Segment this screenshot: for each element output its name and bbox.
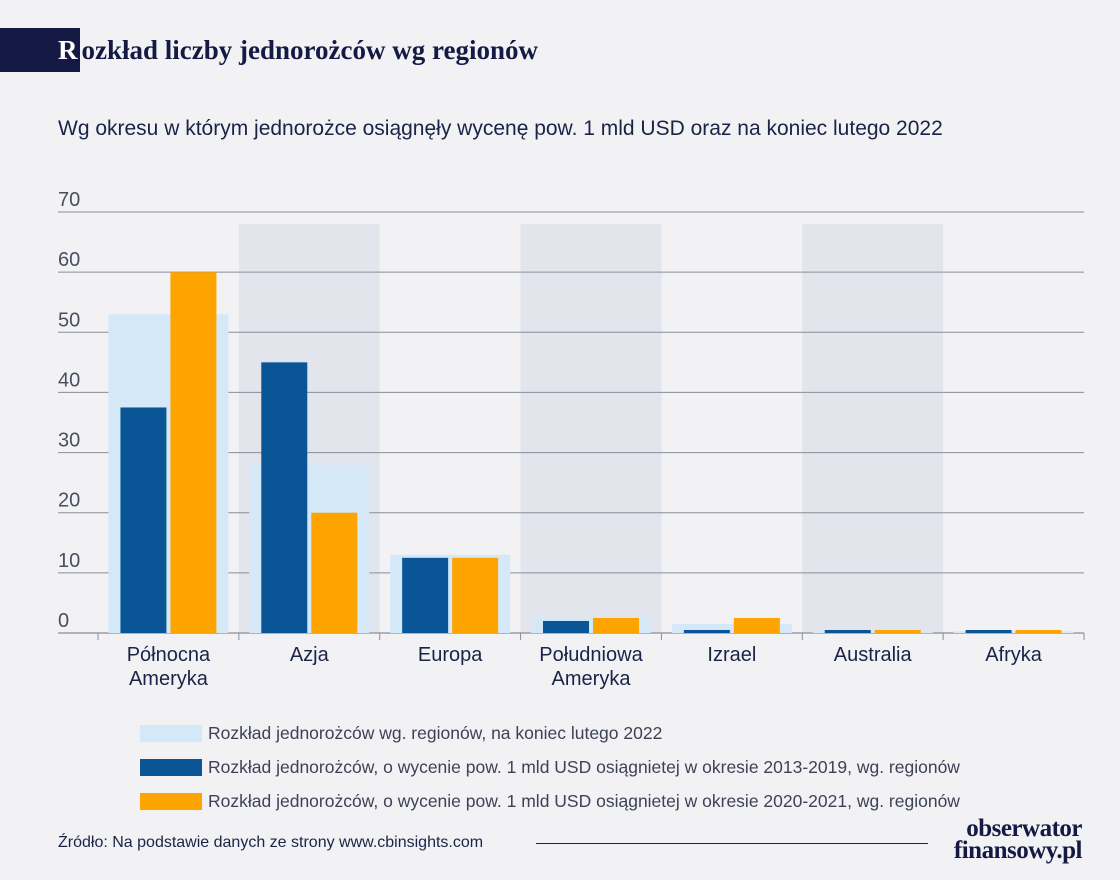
bar-2013-2019 [824, 629, 871, 633]
legend-item-2020-2021: Rozkład jednorożców, o wycenie pow. 1 ml… [140, 784, 960, 818]
x-category-label-line: Północna [127, 644, 211, 666]
bar-2020-2021 [170, 272, 217, 633]
x-category-label: Australia [834, 644, 913, 666]
title-accent-bar [0, 28, 62, 72]
chart-legend: Rozkład jednorożców wg. regionów, na kon… [140, 716, 960, 818]
legend-label-total: Rozkład jednorożców wg. regionów, na kon… [208, 722, 663, 743]
x-category-label: Południowa Ameryka [539, 644, 643, 690]
x-category-label: Europa [418, 644, 483, 666]
y-tick-label: 60 [58, 249, 80, 271]
logo-line-1: obserwator [966, 815, 1082, 842]
title-first-letter: R [58, 28, 80, 72]
x-category-label: Północna Ameryka [127, 644, 211, 690]
category-band [520, 224, 662, 633]
bar-2013-2019 [261, 362, 308, 633]
legend-label-2013-2019: Rozkład jednorożców, o wycenie pow. 1 ml… [208, 756, 960, 777]
bar-total [812, 631, 933, 633]
x-category-label: Izrael [707, 644, 756, 666]
y-tick-label: 40 [58, 369, 80, 391]
logo-line-2: finansowy.pl [953, 837, 1083, 864]
y-tick-label: 0 [58, 610, 69, 632]
legend-item-total: Rozkład jednorożców wg. regionów, na kon… [140, 716, 960, 750]
category-band [802, 224, 944, 633]
y-tick-label: 70 [58, 189, 80, 211]
x-category-label: Afryka [985, 644, 1043, 666]
legend-swatch-total [140, 724, 202, 742]
bar-2013-2019 [120, 407, 167, 633]
source-note: Źródło: Na podstawie danych ze strony ww… [58, 834, 484, 851]
bar-2013-2019 [543, 620, 589, 633]
bar-2013-2019 [683, 629, 730, 633]
legend-item-2013-2019: Rozkład jednorożców, o wycenie pow. 1 ml… [140, 750, 960, 784]
bar-2013-2019 [965, 629, 1012, 633]
publisher-logo: obserwator finansowy.pl [953, 815, 1083, 864]
legend-swatch-2013-2019 [140, 758, 202, 776]
title-block [0, 28, 62, 72]
x-category-label-line: Południowa [539, 644, 643, 666]
x-category-label-line: Azja [290, 644, 330, 666]
y-tick-label: 10 [58, 550, 80, 572]
x-category-label: Azja [290, 644, 330, 666]
title-rest: ozkład liczby jednorożców wg regionów [81, 35, 538, 65]
y-tick-label: 20 [58, 490, 80, 512]
bar-2020-2021 [733, 617, 780, 633]
bar-2020-2021 [311, 512, 358, 633]
bar-2020-2021 [593, 617, 639, 633]
x-category-label-line: Ameryka [129, 668, 209, 690]
legend-label-2020-2021: Rozkład jednorożców, o wycenie pow. 1 ml… [208, 790, 960, 811]
legend-swatch-2020-2021 [140, 792, 202, 810]
y-tick-label: 30 [58, 430, 80, 452]
bar-2020-2021 [874, 629, 921, 633]
bar-2020-2021 [1015, 629, 1062, 633]
x-category-label-line: Izrael [707, 644, 756, 666]
y-tick-label: 50 [58, 309, 80, 331]
bar-2020-2021 [452, 557, 499, 633]
x-category-label-line: Europa [418, 644, 483, 666]
chart-subtitle: Wg okresu w którym jednorożce osiągnęły … [58, 117, 943, 140]
x-category-label-line: Afryka [985, 644, 1043, 666]
x-category-label-line: Ameryka [552, 668, 632, 690]
bar-total [953, 631, 1074, 633]
source-divider [536, 843, 928, 844]
bar-2013-2019 [402, 557, 449, 633]
x-category-label-line: Australia [834, 644, 913, 666]
bar-total [671, 623, 792, 633]
